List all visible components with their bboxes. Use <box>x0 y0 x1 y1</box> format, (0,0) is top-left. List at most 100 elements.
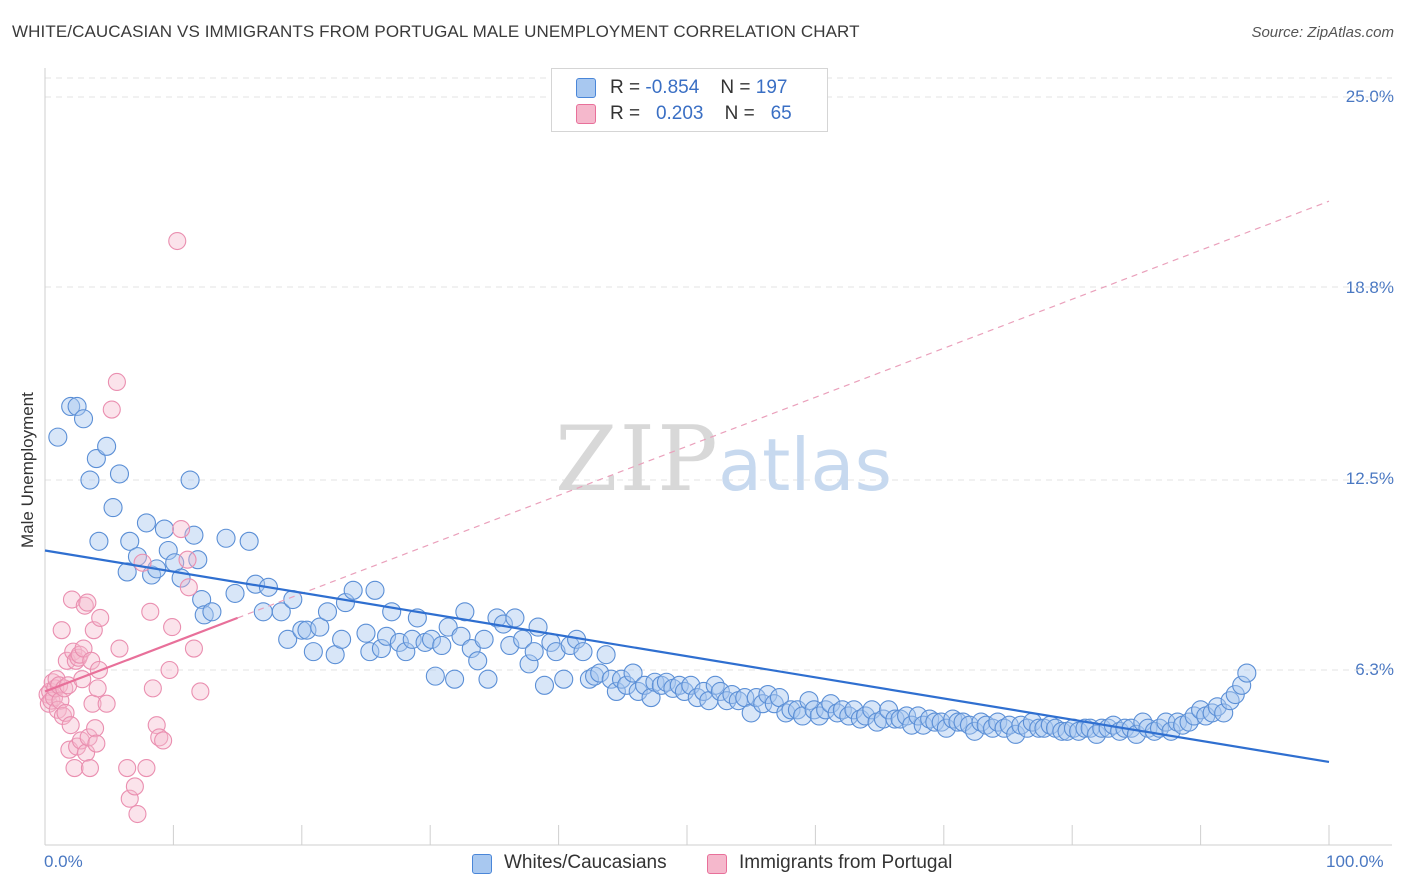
data-point-whites <box>1220 691 1240 711</box>
data-point-portugal <box>163 618 182 637</box>
data-point-whites <box>188 550 208 570</box>
legend-swatch-pink <box>576 104 596 124</box>
data-point-whites <box>136 513 156 533</box>
legend-r-label: R = <box>610 77 641 98</box>
data-point-whites <box>239 531 259 551</box>
data-point-whites <box>1156 712 1176 732</box>
legend-n-label: N = <box>724 103 755 124</box>
data-point-portugal <box>88 679 107 698</box>
data-point-whites <box>455 602 475 622</box>
data-point-whites <box>1052 721 1072 741</box>
data-point-whites <box>343 580 363 600</box>
data-point-whites <box>611 669 632 689</box>
data-point-portugal <box>160 660 179 680</box>
data-point-whites <box>48 427 68 447</box>
data-point-whites <box>154 519 174 539</box>
data-point-portugal <box>133 553 152 572</box>
data-point-whites <box>445 669 465 689</box>
data-point-whites <box>959 715 980 735</box>
data-point-whites <box>694 681 714 701</box>
data-point-whites <box>360 642 380 662</box>
data-point-portugal <box>168 231 187 251</box>
data-point-whites <box>816 700 836 720</box>
legend-n-value: 65 <box>770 103 792 124</box>
trend-line-portugal-extension <box>237 200 1330 619</box>
legend-r-label: R = <box>610 103 641 124</box>
data-point-portugal <box>75 596 94 615</box>
legend-swatch-pink <box>707 854 727 874</box>
data-point-whites <box>1237 663 1257 683</box>
data-point-whites <box>994 718 1014 738</box>
data-point-portugal <box>80 759 99 778</box>
data-point-whites <box>194 605 214 625</box>
data-point-whites <box>931 712 951 732</box>
data-point-whites <box>827 703 847 723</box>
data-point-whites <box>365 580 385 600</box>
legend-swatch-blue <box>576 78 596 98</box>
data-point-portugal <box>154 731 173 750</box>
data-point-whites <box>885 709 905 729</box>
data-point-whites <box>920 709 940 729</box>
data-point-whites <box>804 700 824 720</box>
data-point-portugal <box>78 593 97 612</box>
data-point-whites <box>513 629 533 649</box>
data-point-whites <box>1167 712 1188 732</box>
data-point-whites <box>776 703 796 723</box>
data-point-portugal <box>86 719 105 738</box>
data-point-whites <box>468 651 488 671</box>
data-point-whites <box>80 470 100 490</box>
data-point-whites <box>332 629 352 649</box>
data-point-whites <box>1202 703 1222 723</box>
data-point-whites <box>89 531 109 551</box>
data-point-whites <box>278 629 298 649</box>
data-point-whites <box>623 663 643 683</box>
data-point-whites <box>573 642 593 662</box>
correlation-legend: R = -0.854 N = 197 R = 0.203 N = 65 <box>551 68 828 132</box>
data-point-portugal <box>97 694 116 713</box>
x-tick-label: 0.0% <box>44 852 83 871</box>
data-point-whites <box>948 712 968 732</box>
data-point-whites <box>421 629 442 649</box>
data-point-whites <box>971 712 991 732</box>
svg-text:atlas: atlas <box>718 423 892 507</box>
data-point-portugal <box>53 706 73 726</box>
data-point-portugal <box>77 743 96 762</box>
data-point-portugal <box>118 759 137 778</box>
x-axis <box>44 68 1392 846</box>
data-point-whites <box>1232 675 1252 695</box>
data-point-portugal <box>61 716 80 735</box>
data-point-portugal <box>178 550 197 569</box>
svg-text:ZIP: ZIP <box>555 407 720 512</box>
data-point-whites <box>606 681 626 701</box>
data-point-whites <box>73 409 94 429</box>
data-point-whites <box>1017 718 1037 738</box>
data-point-portugal <box>65 759 84 778</box>
series-whites-caucasians <box>48 396 1257 744</box>
data-point-whites <box>753 694 773 714</box>
data-point-whites <box>641 688 661 708</box>
data-point-whites <box>317 602 338 622</box>
data-point-portugal <box>179 578 198 597</box>
data-point-whites <box>158 540 178 561</box>
data-point-whites <box>67 396 87 417</box>
series-immigrants-portugal <box>38 231 210 824</box>
data-point-whites <box>451 626 471 646</box>
legend-label: Immigrants from Portugal <box>739 852 953 873</box>
data-point-whites <box>534 675 555 695</box>
data-point-whites <box>474 629 494 649</box>
data-point-whites <box>109 464 130 484</box>
data-point-whites <box>225 583 245 603</box>
trend-line-portugal <box>44 616 238 693</box>
data-point-whites <box>1179 712 1199 732</box>
data-point-whites <box>799 691 819 711</box>
data-point-portugal <box>137 759 156 778</box>
data-point-whites <box>202 602 222 622</box>
data-point-portugal <box>87 734 106 753</box>
data-point-whites <box>97 436 117 456</box>
data-point-whites <box>1006 724 1026 744</box>
data-point-whites <box>1029 718 1049 738</box>
data-point-whites <box>705 675 725 695</box>
data-point-whites <box>596 645 616 665</box>
chart-source: Source: ZipAtlas.com <box>1251 24 1394 41</box>
trend-lines <box>44 200 1330 764</box>
